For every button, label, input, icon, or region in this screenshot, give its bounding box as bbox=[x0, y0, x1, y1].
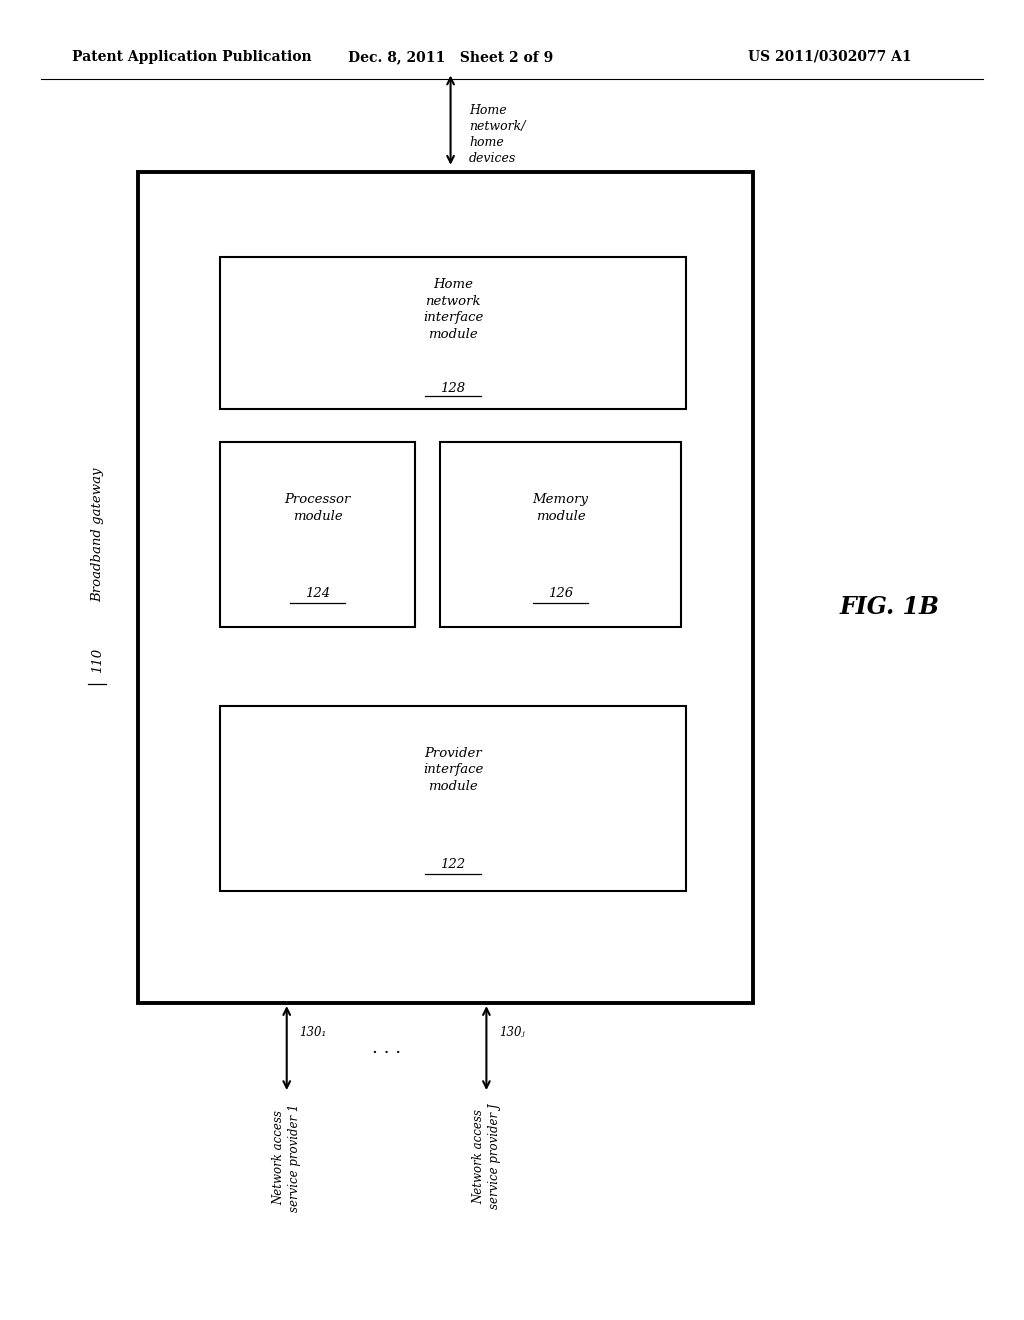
Text: Provider
interface
module: Provider interface module bbox=[423, 747, 483, 792]
Text: 130ⱼ: 130ⱼ bbox=[499, 1026, 524, 1039]
Text: Processor
module: Processor module bbox=[285, 494, 350, 523]
Text: Network access
service provider J: Network access service provider J bbox=[472, 1104, 501, 1209]
Text: Memory
module: Memory module bbox=[532, 494, 589, 523]
Text: Home
network
interface
module: Home network interface module bbox=[423, 279, 483, 341]
Bar bbox=[220, 442, 415, 627]
Text: 126: 126 bbox=[548, 587, 573, 601]
Text: 130₁: 130₁ bbox=[299, 1026, 327, 1039]
Text: FIG. 1B: FIG. 1B bbox=[840, 595, 940, 619]
Text: Dec. 8, 2011   Sheet 2 of 9: Dec. 8, 2011 Sheet 2 of 9 bbox=[348, 50, 553, 63]
Text: Patent Application Publication: Patent Application Publication bbox=[72, 50, 311, 63]
Text: 122: 122 bbox=[440, 858, 466, 871]
Text: 110: 110 bbox=[91, 647, 103, 673]
Bar bbox=[220, 706, 686, 891]
Text: Network access
service provider 1: Network access service provider 1 bbox=[272, 1104, 301, 1212]
Text: Home
network/
home
devices: Home network/ home devices bbox=[469, 104, 525, 165]
Bar bbox=[440, 442, 681, 627]
Bar bbox=[138, 172, 753, 1003]
Text: . . .: . . . bbox=[372, 1039, 401, 1057]
Text: 124: 124 bbox=[305, 587, 330, 601]
Text: 128: 128 bbox=[440, 381, 466, 395]
Text: Broadband gateway: Broadband gateway bbox=[91, 467, 103, 602]
Bar bbox=[220, 257, 686, 409]
Text: US 2011/0302077 A1: US 2011/0302077 A1 bbox=[748, 50, 911, 63]
